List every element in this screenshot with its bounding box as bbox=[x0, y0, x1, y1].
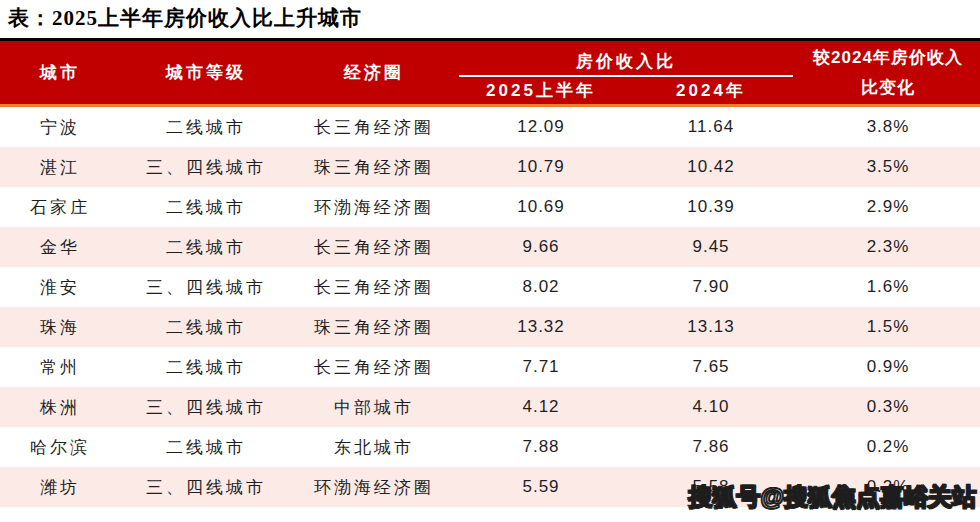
cell-change: 3.5% bbox=[796, 147, 980, 187]
table-row: 石家庄 二线城市 环渤海经济圈 10.69 10.39 2.9% bbox=[0, 187, 980, 227]
cell-change: 0.2% bbox=[796, 427, 980, 467]
cell-region: 环渤海经济圈 bbox=[292, 187, 456, 227]
cell-city: 潍坊 bbox=[0, 467, 120, 507]
table-row: 常州 二线城市 长三角经济圈 7.71 7.65 0.9% bbox=[0, 347, 980, 387]
cell-region: 珠三角经济圈 bbox=[292, 307, 456, 347]
cell-2024: 7.90 bbox=[626, 267, 796, 307]
cell-2025: 5.59 bbox=[456, 467, 626, 507]
cell-change: 2.9% bbox=[796, 187, 980, 227]
table-row: 哈尔滨 二线城市 东北城市 7.88 7.86 0.2% bbox=[0, 427, 980, 467]
header-change: 较2024年房价收入 比变化 bbox=[796, 41, 980, 104]
cell-change: 0.3% bbox=[796, 387, 980, 427]
cell-tier: 二线城市 bbox=[120, 307, 292, 347]
cell-tier: 三、四线城市 bbox=[120, 387, 292, 427]
cell-city: 石家庄 bbox=[0, 187, 120, 227]
table-header: 城市 城市等级 经济圈 房价收入比 2025上半年 2024年 较2024年房价… bbox=[0, 38, 980, 107]
cell-2025: 7.88 bbox=[456, 427, 626, 467]
header-tier: 城市等级 bbox=[120, 41, 292, 104]
cell-2025: 7.71 bbox=[456, 347, 626, 387]
cell-2024: 11.64 bbox=[626, 107, 796, 147]
cell-tier: 三、四线城市 bbox=[120, 267, 292, 307]
sohu-watermark: 搜狐号@搜狐焦点嘉峪关站 bbox=[689, 481, 976, 513]
cell-region: 珠三角经济圈 bbox=[292, 147, 456, 187]
cell-city: 常州 bbox=[0, 347, 120, 387]
cell-2024: 7.86 bbox=[626, 427, 796, 467]
cell-change: 1.6% bbox=[796, 267, 980, 307]
cell-2025: 12.09 bbox=[456, 107, 626, 147]
table-row: 珠海 二线城市 珠三角经济圈 13.32 13.13 1.5% bbox=[0, 307, 980, 347]
cell-2025: 9.66 bbox=[456, 227, 626, 267]
cell-tier: 二线城市 bbox=[120, 107, 292, 147]
cell-region: 东北城市 bbox=[292, 427, 456, 467]
cell-city: 淮安 bbox=[0, 267, 120, 307]
cell-change: 1.5% bbox=[796, 307, 980, 347]
cell-region: 环渤海经济圈 bbox=[292, 467, 456, 507]
cell-change: 0.9% bbox=[796, 347, 980, 387]
table-body: 宁波 二线城市 长三角经济圈 12.09 11.64 3.8% 湛江 三、四线城… bbox=[0, 107, 980, 507]
cell-change: 3.8% bbox=[796, 107, 980, 147]
cell-2025: 8.02 bbox=[456, 267, 626, 307]
cell-2024: 10.39 bbox=[626, 187, 796, 227]
cell-city: 哈尔滨 bbox=[0, 427, 120, 467]
header-city: 城市 bbox=[0, 41, 120, 104]
cell-city: 株洲 bbox=[0, 387, 120, 427]
cell-region: 长三角经济圈 bbox=[292, 347, 456, 387]
cell-city: 珠海 bbox=[0, 307, 120, 347]
cell-2025: 13.32 bbox=[456, 307, 626, 347]
header-2024: 2024年 bbox=[626, 77, 796, 104]
table-row: 宁波 二线城市 长三角经济圈 12.09 11.64 3.8% bbox=[0, 107, 980, 147]
cell-change: 2.3% bbox=[796, 227, 980, 267]
table-row: 淮安 三、四线城市 长三角经济圈 8.02 7.90 1.6% bbox=[0, 267, 980, 307]
table-row: 金华 二线城市 长三角经济圈 9.66 9.45 2.3% bbox=[0, 227, 980, 267]
cell-city: 金华 bbox=[0, 227, 120, 267]
header-ratio-group: 房价收入比 bbox=[459, 41, 793, 77]
cell-region: 中部城市 bbox=[292, 387, 456, 427]
cell-tier: 二线城市 bbox=[120, 427, 292, 467]
cell-tier: 三、四线城市 bbox=[120, 147, 292, 187]
cell-tier: 三、四线城市 bbox=[120, 467, 292, 507]
cell-2024: 7.65 bbox=[626, 347, 796, 387]
cell-2025: 4.12 bbox=[456, 387, 626, 427]
cell-2025: 10.79 bbox=[456, 147, 626, 187]
cell-tier: 二线城市 bbox=[120, 187, 292, 227]
cell-2024: 13.13 bbox=[626, 307, 796, 347]
header-region: 经济圈 bbox=[292, 41, 456, 104]
cell-city: 湛江 bbox=[0, 147, 120, 187]
header-2025h1: 2025上半年 bbox=[456, 77, 626, 104]
cell-tier: 二线城市 bbox=[120, 347, 292, 387]
page: 表：2025上半年房价收入比上升城市 城市 城市等级 经济圈 房价收入比 202… bbox=[0, 0, 980, 522]
cell-city: 宁波 bbox=[0, 107, 120, 147]
cell-region: 长三角经济圈 bbox=[292, 107, 456, 147]
cell-2024: 4.10 bbox=[626, 387, 796, 427]
cell-region: 长三角经济圈 bbox=[292, 267, 456, 307]
cell-tier: 二线城市 bbox=[120, 227, 292, 267]
cell-2025: 10.69 bbox=[456, 187, 626, 227]
table-row: 湛江 三、四线城市 珠三角经济圈 10.79 10.42 3.5% bbox=[0, 147, 980, 187]
table-row: 株洲 三、四线城市 中部城市 4.12 4.10 0.3% bbox=[0, 387, 980, 427]
cell-2024: 10.42 bbox=[626, 147, 796, 187]
cell-2024: 9.45 bbox=[626, 227, 796, 267]
table-title: 表：2025上半年房价收入比上升城市 bbox=[0, 0, 980, 38]
cell-region: 长三角经济圈 bbox=[292, 227, 456, 267]
